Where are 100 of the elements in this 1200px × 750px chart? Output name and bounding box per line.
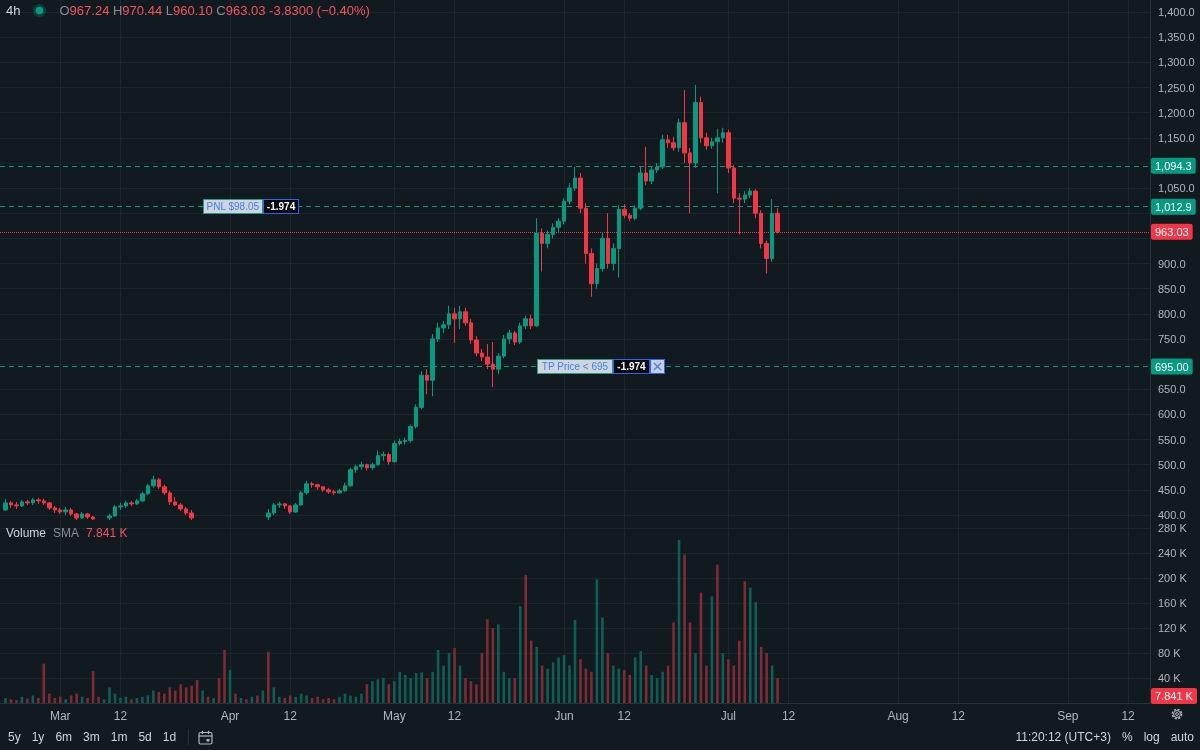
candlestick [80,511,84,520]
bar [4,698,7,703]
bar [507,678,511,703]
bar [398,671,402,703]
y-tick-label: 750.0 [1158,332,1186,345]
bar [737,640,741,703]
y-tick-label: 650.0 [1158,383,1186,396]
bar [579,659,582,703]
candlestick [365,463,369,472]
bar [420,672,423,703]
y-tick-label: 1,050.0 [1158,182,1195,195]
y-tick-label: 550.0 [1158,433,1186,446]
bar [64,699,68,703]
candlestick [129,500,134,507]
bar [464,678,467,703]
text: 1d [162,730,177,744]
bar [15,699,18,703]
bar [497,624,500,703]
bar [288,695,292,703]
bar [612,665,615,703]
x-tick-label: 12 [283,709,298,723]
y-tick-label: 600.0 [1158,408,1186,421]
bar [179,684,183,703]
y-tick-label: 850.0 [1158,282,1186,295]
bar [639,651,643,703]
bar [75,693,78,703]
y-tick-label: 1,150.0 [1158,131,1195,144]
x-tick-label: 12 [113,709,128,723]
y-tick-label: 900.0 [1158,257,1186,270]
x-tick-label: Apr [220,709,240,723]
y-tick-label: 40 K [1158,672,1182,685]
bar [119,698,122,703]
x-tick-label: 12 [447,709,462,723]
bar [305,695,308,703]
y-tick-label: 120 K [1158,622,1188,635]
x-tick-label: Jul [720,709,737,723]
y-tick-label: 800.0 [1158,307,1186,320]
bar [590,671,593,703]
text: 5d [138,730,152,744]
bar [53,698,57,703]
bar [705,665,708,703]
bar [650,674,653,703]
text: 7.841 K [1151,688,1197,704]
bar [256,695,259,703]
bar [453,648,456,703]
x-tick-label: 12 [1121,709,1136,723]
y-tick-label: 500.0 [1158,458,1186,471]
chart-subtitle: O967.24 H970.44 L960.10 C963.03 -3.8300 (−0.40%) [59,3,370,18]
candlestick [513,330,517,346]
bar [267,651,270,703]
chart-subtitle: SMA [53,526,80,540]
x-tick-label: Jun [554,709,574,723]
bar [765,653,768,703]
candlestick [425,368,429,395]
ref-line-label: 695.00 [1155,360,1189,373]
bar [382,678,385,703]
bar [431,671,434,703]
y-tick-label: 450.0 [1158,483,1186,496]
bar [601,617,604,703]
candlestick [452,307,457,344]
bar [442,665,445,703]
bar [58,696,62,703]
chart-title: Volume [6,526,47,540]
bar [234,693,237,703]
bar [628,674,632,703]
y-tick-label: 1,250.0 [1158,81,1195,94]
bar [622,669,626,703]
bar [409,678,413,703]
bar [518,606,522,703]
annotation: -1.974 [262,199,300,215]
bar [535,646,538,703]
bar [661,671,664,703]
x-tick-label: 12 [951,709,966,723]
bar [162,693,166,703]
bar [727,659,730,703]
bar [316,696,319,703]
bar [371,681,374,703]
bar [633,657,637,703]
candlestick [677,118,681,153]
y-tick-label: 1,400.0 [1158,6,1195,19]
text: % [1121,730,1133,744]
bar [294,696,298,703]
bar [168,687,172,703]
bar [743,581,747,703]
y-tick-label: 280 K [1158,522,1188,535]
bar [403,674,407,703]
candlestick [458,305,462,330]
chart-title: 4h [6,3,21,18]
bar [97,696,100,703]
candlestick [63,506,68,516]
bar [26,698,29,703]
bar [245,699,248,703]
y-tick-label: 1,300.0 [1158,56,1195,69]
y-tick-label: 400.0 [1158,508,1186,521]
bar [86,698,89,703]
bar [37,698,40,703]
bar [190,685,193,703]
bar [513,678,517,703]
y-tick-label: 200 K [1158,572,1188,585]
bar [349,695,352,703]
